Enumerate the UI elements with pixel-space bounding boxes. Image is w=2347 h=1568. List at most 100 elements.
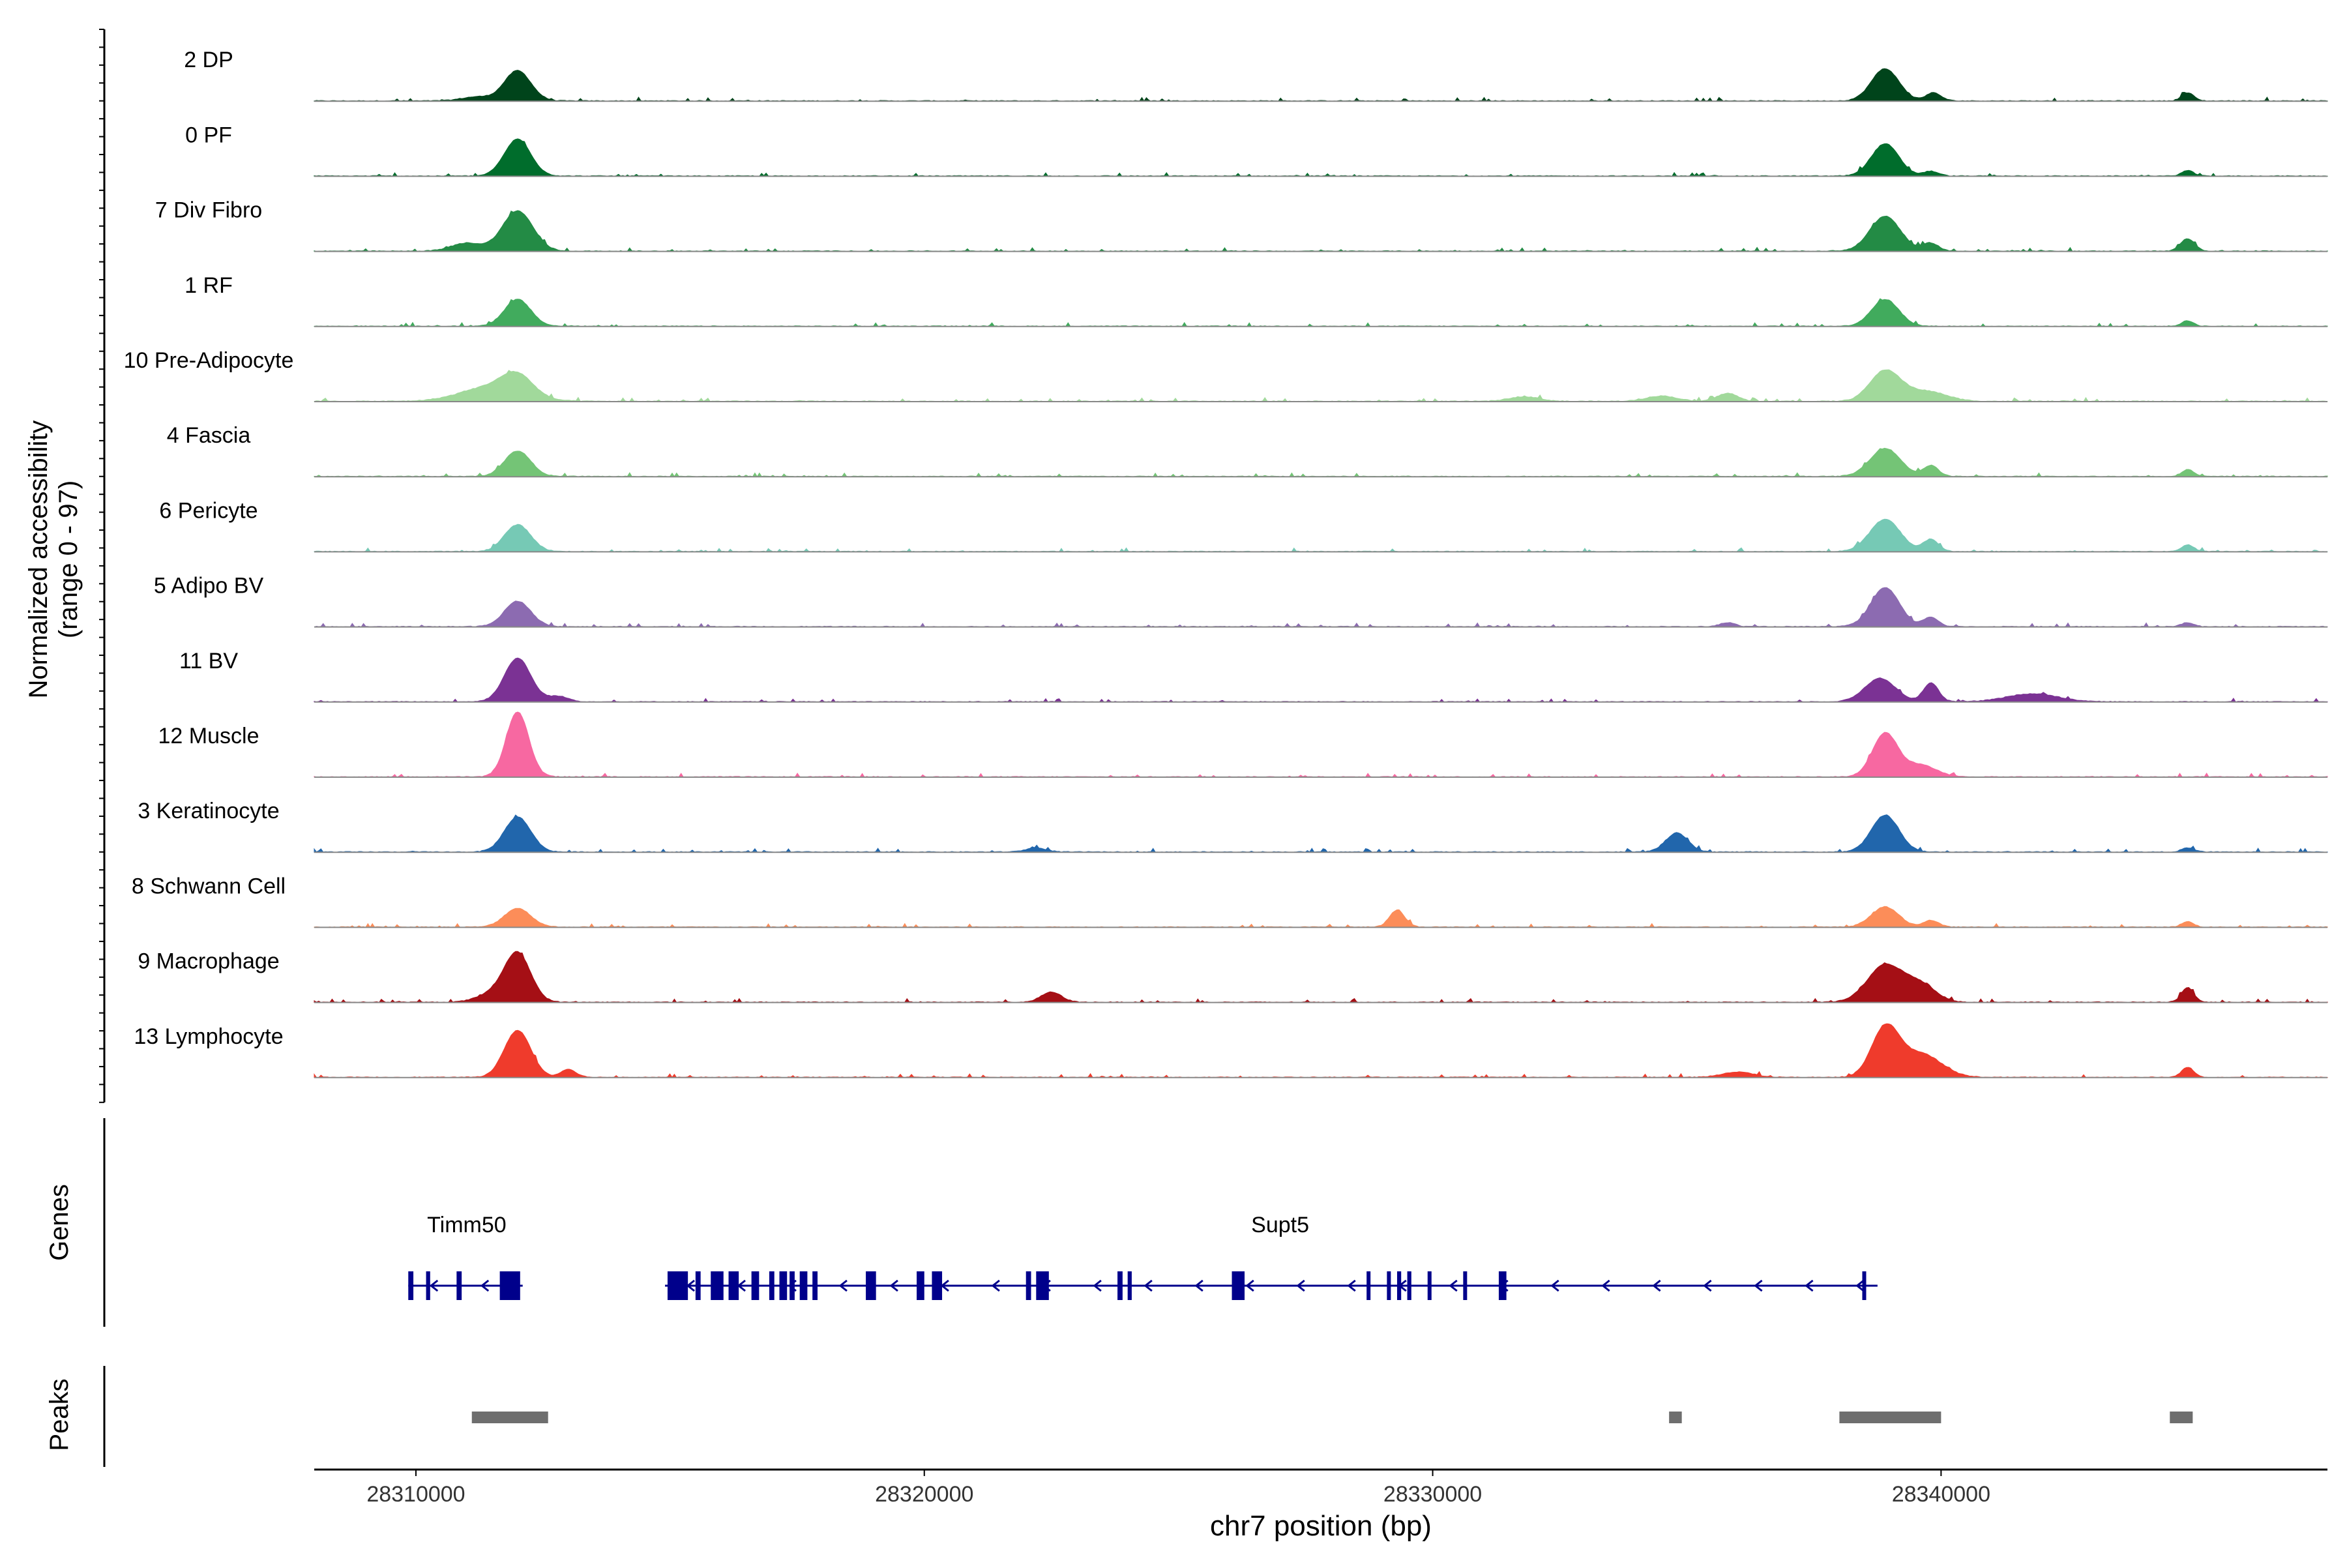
coverage-area (314, 906, 2328, 928)
track-9: 12 Muscle (158, 711, 2328, 778)
genes-panel-label: Genes (45, 1184, 74, 1261)
track-7: 5 Adipo BV (154, 574, 2328, 628)
x-tick-label: 28320000 (875, 1482, 973, 1507)
strand-arrow (1754, 1279, 1763, 1292)
exon (1862, 1271, 1867, 1300)
track-6: 6 Pericyte (159, 498, 2328, 553)
track-label: 11 BV (179, 649, 238, 673)
x-tick-label: 28330000 (1383, 1482, 1482, 1507)
exon (711, 1271, 724, 1300)
coverage-area (314, 298, 2328, 327)
track-label: 9 Macrophage (138, 949, 279, 974)
coverage-area (314, 951, 2328, 1003)
exon (408, 1271, 414, 1300)
strand-arrow (1194, 1279, 1203, 1292)
exon (1463, 1271, 1468, 1300)
coverage-area (314, 68, 2328, 102)
strand-arrow (429, 1279, 439, 1292)
coverage-area (314, 657, 2328, 703)
strand-arrow (1550, 1279, 1559, 1292)
track-label: 6 Pericyte (159, 498, 258, 523)
strand-arrow (1144, 1279, 1153, 1292)
exon (779, 1271, 788, 1300)
exon (812, 1271, 818, 1300)
exon (751, 1271, 760, 1300)
track-2: 7 Div Fibro (155, 198, 2328, 252)
x-tick-label: 28340000 (1892, 1482, 1990, 1507)
gene-supt5: Supt5 (665, 1213, 1878, 1300)
y-axis-title-line1: Normalized accessibility (24, 421, 53, 699)
exon (1026, 1271, 1031, 1300)
exon (790, 1271, 795, 1300)
exon (1396, 1271, 1402, 1300)
strand-arrow (1296, 1279, 1305, 1292)
tracks-layer: 2 DP 0 PF 7 Div Fibro 1 RF 10 Pre-Adipocyte 4… (124, 48, 2328, 1078)
track-label: 3 Keratinocyte (138, 799, 279, 823)
exon (667, 1271, 688, 1300)
track-4: 10 Pre-Adipocyte (124, 348, 2328, 402)
exon (1232, 1271, 1245, 1300)
exon (866, 1271, 876, 1300)
strand-arrow (1601, 1279, 1610, 1292)
axis-layer: 28310000 28320000 28330000 28340000 (99, 29, 2327, 1507)
track-11: 8 Schwann Cell (132, 874, 2328, 928)
strand-arrow (1652, 1279, 1661, 1292)
strand-arrow (838, 1279, 848, 1292)
peak-region (1839, 1412, 1941, 1423)
track-8: 11 BV (179, 649, 2328, 703)
y-axis-title-line2: (range 0 - 97) (54, 481, 83, 638)
track-label: 0 PF (185, 123, 232, 147)
exon (1427, 1271, 1432, 1300)
strand-arrow (889, 1279, 898, 1292)
coverage-area (314, 447, 2328, 477)
gene-name: Timm50 (427, 1213, 507, 1237)
x-tick-label: 28310000 (366, 1482, 465, 1507)
strand-arrow (1093, 1279, 1102, 1292)
peak-region (471, 1412, 548, 1423)
track-label: 1 RF (185, 273, 233, 298)
track-label: 8 Schwann Cell (132, 874, 286, 898)
strand-arrow (1347, 1279, 1356, 1292)
coverage-area (314, 518, 2328, 552)
peaks-layer (471, 1412, 2193, 1423)
exon (695, 1271, 701, 1300)
exon (1117, 1271, 1123, 1300)
track-label: 12 Muscle (158, 724, 259, 748)
gene-timm50: Timm50 (408, 1213, 523, 1300)
strand-arrow (1855, 1279, 1865, 1292)
exon (1498, 1271, 1507, 1300)
track-10: 3 Keratinocyte (138, 799, 2328, 853)
strand-arrow (1245, 1279, 1254, 1292)
gene-name: Supt5 (1251, 1213, 1309, 1237)
coverage-area (314, 138, 2328, 177)
peak-region (1669, 1412, 1682, 1423)
strand-arrow (1449, 1279, 1458, 1292)
coverage-area (314, 369, 2328, 402)
genes-layer: Timm50 Supt5 (408, 1213, 1878, 1300)
track-13: 13 Lymphocyte (134, 1023, 2328, 1078)
exon (1407, 1271, 1411, 1300)
track-label: 7 Div Fibro (155, 198, 262, 223)
strand-arrow (1703, 1279, 1712, 1292)
exon (769, 1271, 775, 1300)
exon (728, 1271, 739, 1300)
exon (917, 1271, 924, 1300)
strand-arrow (1805, 1279, 1814, 1292)
strand-arrow (991, 1279, 1000, 1292)
peaks-panel-label: Peaks (45, 1378, 74, 1451)
track-3: 1 RF (185, 273, 2328, 327)
track-0: 2 DP (184, 48, 2328, 102)
strand-arrow (480, 1279, 490, 1292)
track-label: 4 Fascia (167, 423, 251, 448)
exon (1127, 1271, 1132, 1300)
x-axis-title: chr7 position (bp) (1210, 1510, 1432, 1542)
coverage-area (314, 210, 2328, 252)
exon (799, 1271, 808, 1300)
exon (426, 1271, 430, 1300)
coverage-area (314, 587, 2328, 628)
coverage-area (314, 814, 2328, 853)
track-label: 13 Lymphocyte (134, 1024, 283, 1049)
exon (932, 1271, 943, 1300)
